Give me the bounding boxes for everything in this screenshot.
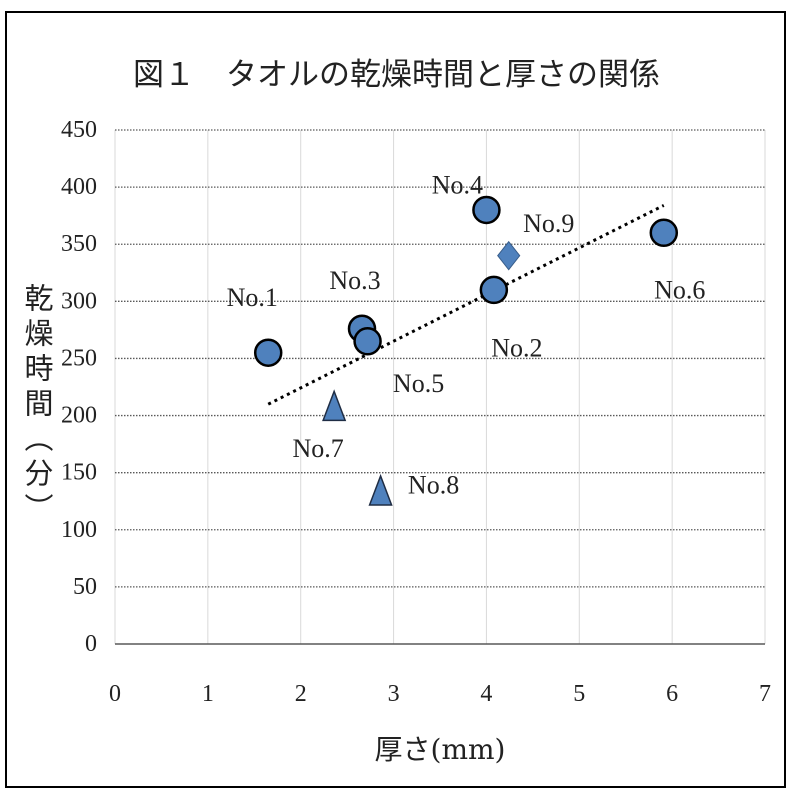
y-tick-label: 200 [61, 403, 97, 429]
data-point-no-5 [353, 327, 382, 356]
y-tick-label: 50 [73, 574, 97, 600]
tick-labels: 0 1 2 3 4 5 6 7 0 50 100 150 200 250 300 350 400 450 [61, 117, 771, 707]
data-label-no-9: No.9 [523, 209, 574, 238]
data-point-no-7 [322, 389, 347, 422]
data-point-no-2 [479, 275, 509, 305]
data-label-no-8: No.8 [408, 470, 459, 499]
data-point-no-4 [472, 195, 501, 225]
y-tick-label: 400 [61, 174, 97, 200]
data-label-no-1: No.1 [227, 283, 278, 312]
y-tick-label: 300 [61, 288, 97, 314]
data-point-no-1 [253, 338, 283, 367]
data-label-no-7: No.7 [293, 434, 344, 463]
data-point-no-6 [649, 218, 679, 248]
data-label-no-6: No.6 [654, 275, 705, 304]
data-label-no-3: No.3 [329, 266, 380, 295]
y-tick-label: 250 [61, 345, 97, 371]
x-tick-label: 1 [202, 681, 214, 707]
trendline-layer [267, 204, 665, 406]
data-labels: No.1 No.2 No.3 No.4 No.5 No.6 No.7 No.8 No.9 [227, 170, 706, 499]
x-tick-label: 5 [573, 681, 585, 707]
x-tick-label: 6 [666, 681, 678, 707]
x-tick-label: 2 [295, 681, 307, 707]
data-point-no-9 [497, 240, 521, 271]
y-axis-title: 乾燥時間（分） [20, 282, 54, 528]
trendline [267, 204, 665, 406]
y-tick-label: 450 [61, 117, 97, 143]
y-tick-label: 0 [85, 631, 97, 657]
y-tick-label: 350 [61, 231, 97, 257]
x-tick-label: 3 [388, 681, 400, 707]
data-label-no-2: No.2 [491, 333, 542, 362]
y-tick-label: 150 [61, 460, 97, 486]
data-point-no-8 [368, 473, 393, 506]
x-tick-label: 7 [759, 681, 771, 707]
x-tick-label: 4 [480, 681, 492, 707]
x-axis-title: 厚さ(mm) [374, 733, 506, 766]
data-label-no-4: No.4 [432, 170, 483, 199]
x-tick-label: 0 [109, 681, 121, 707]
data-label-no-5: No.5 [393, 369, 444, 398]
data-points [253, 195, 679, 506]
chart-title: 図１ タオルの乾燥時間と厚さの関係 [133, 57, 660, 93]
y-tick-label: 100 [61, 517, 97, 543]
